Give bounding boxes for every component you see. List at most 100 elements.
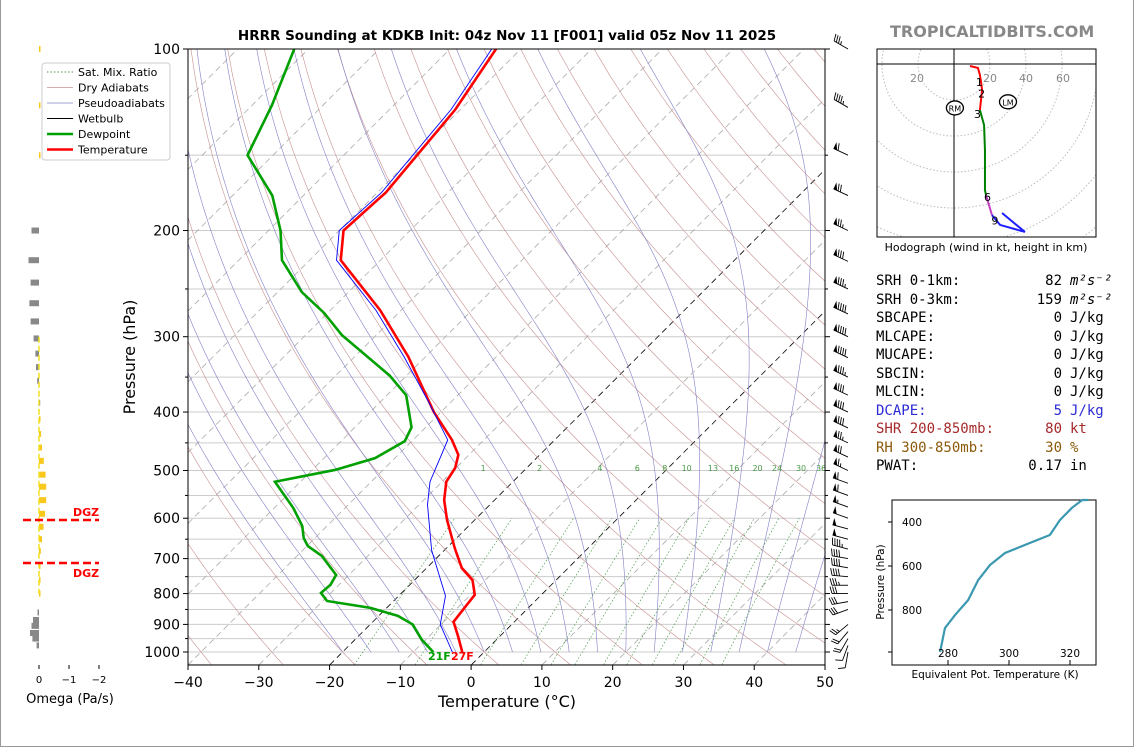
pseudoadiabat [293,49,570,653]
barb-half-flag [839,463,842,467]
isotherm [541,381,825,665]
parameter-row: MLCAPE: 0 J/kg [876,328,1112,347]
parameter-value: 82 [1045,273,1062,289]
dry-adiabat [373,49,825,597]
x-tick-label: 40 [745,675,763,691]
y-tick-label: 700 [153,552,180,568]
barb-flag [840,96,843,104]
barb-flag [829,586,833,594]
parameter-value: 0 [1053,365,1062,382]
x-tick-label: −40 [173,675,203,691]
barb-pennant [832,471,837,480]
barb-flag [834,586,838,594]
barb-flag [842,304,845,312]
mixing-ratio-label: 36 [816,464,826,473]
barb-flag [837,143,840,151]
wind-barb [829,586,848,595]
barb-flag [837,568,840,577]
barb-flag [828,597,833,605]
barb-flag [842,367,845,375]
barb-flag [830,568,833,576]
y-axis-label: Pressure (hPa) [120,300,139,415]
barb-flag [839,432,842,440]
dgz-label: DGZ [73,506,99,519]
omega-bar [39,102,41,109]
wind-barb [833,398,849,413]
omega-x-tick-label: −1 [62,675,77,686]
barb-half-flag [844,371,846,376]
barb-flag [832,650,841,653]
barb-half-flag [840,41,842,45]
barb-flag [838,36,841,44]
omega-bar [30,629,39,636]
barb-pennant [833,344,838,353]
mixing-ratio-label: 10 [682,464,692,473]
parameter-row: SBCAPE: 0 J/kg [876,309,1112,328]
x-tick-label: 10 [533,675,551,691]
legend-entry: Dewpoint [78,128,131,141]
barb-pennant [832,495,837,503]
pseudoadiabat [767,439,825,653]
barb-flag [837,667,846,669]
isotherm [188,49,451,312]
barb-flag [842,251,845,259]
hodograph-ring-label: 60 [1056,72,1070,85]
barb-flag [837,365,840,373]
mixing-ratio-label: 24 [772,464,782,473]
wind-barb [828,607,849,616]
parameter-value: 0 [1053,347,1062,363]
storm-motion-marker-rm [945,100,965,116]
legend-entry: Dry Adiabats [78,82,149,95]
dry-adiabat [593,49,825,326]
parameter-unit: J/kg [1070,347,1104,363]
y-tick-label: 500 [153,463,180,479]
barb-flag [837,249,840,257]
theta-e-x-axis-label: Equivalent Pot. Temperature (K) [911,669,1078,681]
mixing-ratio-line [699,518,780,665]
parameter-unit: % [1070,439,1079,456]
barb-flag [833,33,837,42]
mixing-ratio-line [574,518,663,665]
omega-bar [39,457,44,464]
barb-staff [832,601,849,605]
barb-flag [839,401,842,409]
theta-e-y-tick-label: 600 [902,561,922,573]
wind-barb [832,495,849,508]
dry-adiabat [188,543,284,665]
barb-half-flag [842,224,844,229]
omega-bar [32,635,39,642]
wind-barb [831,537,849,550]
parameter-unit: m²s⁻² [1070,291,1113,308]
parameter-value: 5 [1053,402,1062,419]
x-tick-label: 50 [816,675,834,691]
omega-bar [39,548,41,555]
pseudoadiabat [188,423,343,653]
barb-flag [832,568,835,576]
hodograph-height-label: 6 [984,191,991,204]
hodograph-height-label: 1 [976,76,983,89]
pseudoadiabat [738,49,811,653]
mixing-ratio-line [550,518,641,665]
omega-bar [33,617,39,624]
parameter-label: SRH 0-3km: [876,291,961,308]
barb-flag [839,446,842,454]
theta-e-y-axis-label: Pressure (hPa) [875,544,887,619]
mixing-ratio-line [603,518,690,665]
theta-e-x-tick-label: 280 [938,648,958,660]
hodograph-ring [1082,226,1096,237]
barb-staff [832,489,849,496]
chart-title: HRRR Sounding at KDKB Init: 04z Nov 11 [… [238,28,776,44]
barb-flag [839,303,842,311]
barb-flag [834,648,842,651]
barb-flag [839,250,842,258]
parameter-value: 0 [1053,328,1062,345]
dry-adiabat [188,340,428,665]
parameter-row: DCAPE: 5 J/kg [876,402,1112,421]
legend-box [41,62,171,161]
barb-flag [837,458,840,466]
hodograph-caption: Hodograph (wind in kt, height in km) [885,241,1088,254]
wind-barb [833,429,849,444]
legend-entry: Pseudoadiabats [78,97,165,110]
barb-staff [832,609,849,616]
omega-bar [39,497,47,504]
